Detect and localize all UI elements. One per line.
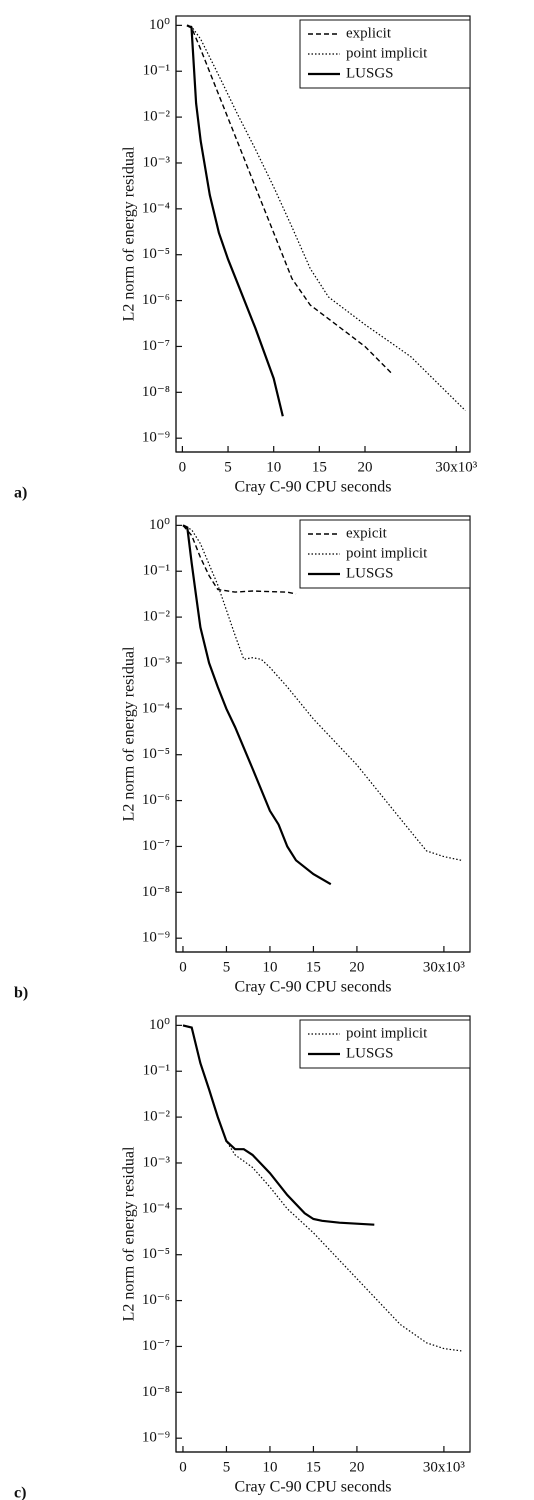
y-tick-label: 10⁻¹: [143, 63, 170, 79]
y-tick-label: 10⁻⁷: [142, 1338, 170, 1354]
y-tick-label: 10⁻⁴: [142, 1200, 170, 1216]
y-tick-label: 10⁻⁶: [142, 792, 170, 808]
y-tick-label: 10⁻¹: [143, 563, 170, 579]
y-tick-label: 10⁻²: [143, 609, 171, 625]
y-axis-label: L2 norm of energy residual: [121, 1146, 138, 1321]
x-tick-label: 15: [306, 959, 321, 975]
x-tick-label: 0: [179, 959, 187, 975]
x-axis-label: Cray C-90 CPU seconds: [235, 979, 392, 996]
series-line: [186, 24, 284, 417]
x-tick-label: 20: [349, 959, 364, 975]
x-tick-label: 30x10³: [423, 1459, 466, 1475]
y-tick-label: 10⁻⁹: [142, 1430, 170, 1446]
series-line: [182, 524, 297, 595]
y-tick-label: 10⁻⁵: [142, 246, 170, 262]
x-tick-label: 30x10³: [423, 959, 466, 975]
x-axis-label: Cray C-90 CPU seconds: [235, 1479, 392, 1496]
plot-frame: [175, 1015, 471, 1453]
legend-label: expicit: [346, 525, 388, 541]
x-tick-label: 10: [266, 459, 281, 475]
y-tick-label: 10⁻⁸: [142, 884, 170, 900]
y-tick-label: 10⁻³: [143, 154, 171, 170]
panel: 10⁰ 10⁻¹ 10⁻² 10⁻³ 10⁻⁴ 10⁻⁵ 10⁻⁶ 10⁻⁷ 10⁻⁸ 10⁻⁹ 0…: [14, 515, 471, 1002]
legend-label: LUSGS: [346, 65, 394, 81]
x-tick-label: 5: [224, 459, 232, 475]
y-tick-label: 10⁻⁴: [142, 700, 170, 716]
legend-box: [299, 1019, 471, 1069]
x-tick-label: 0: [179, 1459, 187, 1475]
legend-label: explicit: [346, 25, 392, 41]
y-tick-label: 10⁻³: [143, 654, 171, 670]
x-tick-label: 20: [349, 1459, 364, 1475]
x-tick-label: 20: [358, 459, 373, 475]
panel-label: c): [14, 1485, 26, 1500]
series-line: [182, 524, 462, 861]
legend-label: point implicit: [346, 45, 428, 61]
y-tick-label: 10⁰: [149, 517, 170, 533]
panel-label: b): [14, 985, 28, 1002]
panel: 10⁰ 10⁻¹ 10⁻² 10⁻³ 10⁻⁴ 10⁻⁵ 10⁻⁶ 10⁻⁷ 10⁻⁸ 10⁻⁹ 0…: [14, 15, 478, 502]
x-tick-label: 10: [262, 959, 277, 975]
y-tick-label: 10⁻⁵: [142, 746, 170, 762]
x-tick-label: 30x10³: [435, 459, 478, 475]
y-axis-label: L2 norm of energy residual: [121, 146, 138, 321]
y-tick-label: 10⁰: [149, 17, 170, 33]
legend-box: [299, 519, 471, 589]
y-tick-label: 10⁻⁹: [142, 930, 170, 946]
x-tick-label: 15: [306, 1459, 321, 1475]
x-tick-label: 15: [312, 459, 327, 475]
legend-label: LUSGS: [346, 565, 394, 581]
y-tick-label: 10⁻²: [143, 109, 171, 125]
y-tick-label: 10⁻⁷: [142, 838, 170, 854]
series-line: [182, 524, 332, 886]
series-line: [186, 24, 393, 375]
y-tick-label: 10⁰: [149, 1017, 170, 1033]
y-tick-label: 10⁻⁹: [142, 430, 170, 446]
y-tick-label: 10⁻⁶: [142, 292, 170, 308]
series-line: [186, 24, 466, 412]
legend-box: [299, 19, 471, 89]
panel: 10⁰ 10⁻¹ 10⁻² 10⁻³ 10⁻⁴ 10⁻⁵ 10⁻⁶ 10⁻⁷ 10⁻⁸ 10⁻⁹ 0…: [14, 1015, 471, 1500]
panel-label: a): [14, 485, 27, 502]
x-tick-label: 10: [262, 1459, 277, 1475]
y-tick-label: 10⁻³: [143, 1154, 171, 1170]
legend-label: LUSGS: [346, 1045, 394, 1061]
legend-label: point implicit: [346, 1025, 428, 1041]
y-tick-label: 10⁻⁸: [142, 1384, 170, 1400]
y-tick-label: 10⁻⁶: [142, 1292, 170, 1308]
y-tick-label: 10⁻²: [143, 1109, 171, 1125]
y-tick-label: 10⁻⁴: [142, 200, 170, 216]
series-line: [182, 1024, 462, 1352]
series-line: [182, 1024, 375, 1226]
x-tick-label: 5: [223, 959, 231, 975]
x-axis-label: Cray C-90 CPU seconds: [235, 479, 392, 496]
x-tick-label: 0: [179, 459, 187, 475]
y-tick-label: 10⁻⁸: [142, 384, 170, 400]
x-tick-label: 5: [223, 1459, 231, 1475]
y-tick-label: 10⁻⁵: [142, 1246, 170, 1262]
legend-label: point implicit: [346, 545, 428, 561]
y-tick-label: 10⁻⁷: [142, 338, 170, 354]
y-axis-label: L2 norm of energy residual: [121, 646, 138, 821]
y-tick-label: 10⁻¹: [143, 1063, 170, 1079]
